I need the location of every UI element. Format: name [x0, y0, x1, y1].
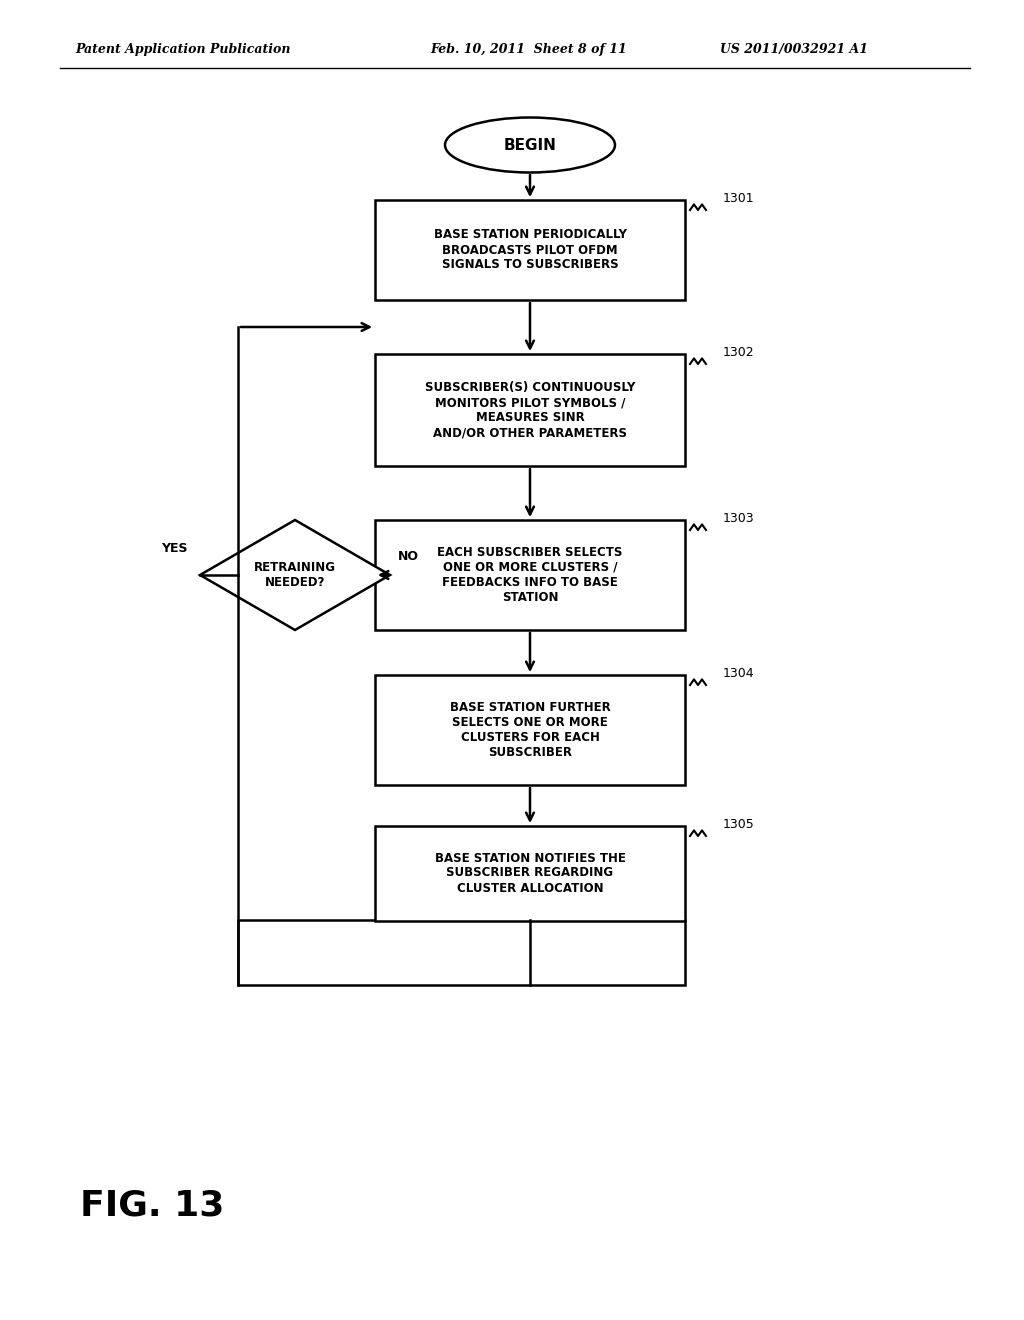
Text: 1303: 1303 [723, 512, 755, 525]
Text: 1304: 1304 [723, 667, 755, 680]
Text: EACH SUBSCRIBER SELECTS
ONE OR MORE CLUSTERS /
FEEDBACKS INFO TO BASE
STATION: EACH SUBSCRIBER SELECTS ONE OR MORE CLUS… [437, 546, 623, 605]
Text: BEGIN: BEGIN [504, 137, 556, 153]
Ellipse shape [445, 117, 615, 173]
Text: NO: NO [398, 550, 419, 564]
Text: BASE STATION PERIODICALLY
BROADCASTS PILOT OFDM
SIGNALS TO SUBSCRIBERS: BASE STATION PERIODICALLY BROADCASTS PIL… [433, 228, 627, 272]
Polygon shape [200, 520, 390, 630]
Text: SUBSCRIBER(S) CONTINUOUSLY
MONITORS PILOT SYMBOLS /
MEASURES SINR
AND/OR OTHER P: SUBSCRIBER(S) CONTINUOUSLY MONITORS PILO… [425, 381, 635, 440]
Text: Feb. 10, 2011  Sheet 8 of 11: Feb. 10, 2011 Sheet 8 of 11 [430, 44, 627, 57]
Text: BASE STATION FURTHER
SELECTS ONE OR MORE
CLUSTERS FOR EACH
SUBSCRIBER: BASE STATION FURTHER SELECTS ONE OR MORE… [450, 701, 610, 759]
Bar [375, 201, 685, 300]
Text: 1302: 1302 [723, 346, 755, 359]
Bar [375, 520, 685, 630]
Bar [375, 354, 685, 466]
Text: US 2011/0032921 A1: US 2011/0032921 A1 [720, 44, 868, 57]
Bar [375, 825, 685, 920]
Text: 1301: 1301 [723, 191, 755, 205]
Text: FIG. 13: FIG. 13 [80, 1188, 224, 1222]
Text: YES: YES [162, 543, 188, 554]
Text: Patent Application Publication: Patent Application Publication [75, 44, 291, 57]
Text: BASE STATION NOTIFIES THE
SUBSCRIBER REGARDING
CLUSTER ALLOCATION: BASE STATION NOTIFIES THE SUBSCRIBER REG… [434, 851, 626, 895]
Bar [238, 920, 685, 985]
Bar [375, 675, 685, 785]
Text: 1305: 1305 [723, 818, 755, 832]
Text: RETRAINING
NEEDED?: RETRAINING NEEDED? [254, 561, 336, 589]
